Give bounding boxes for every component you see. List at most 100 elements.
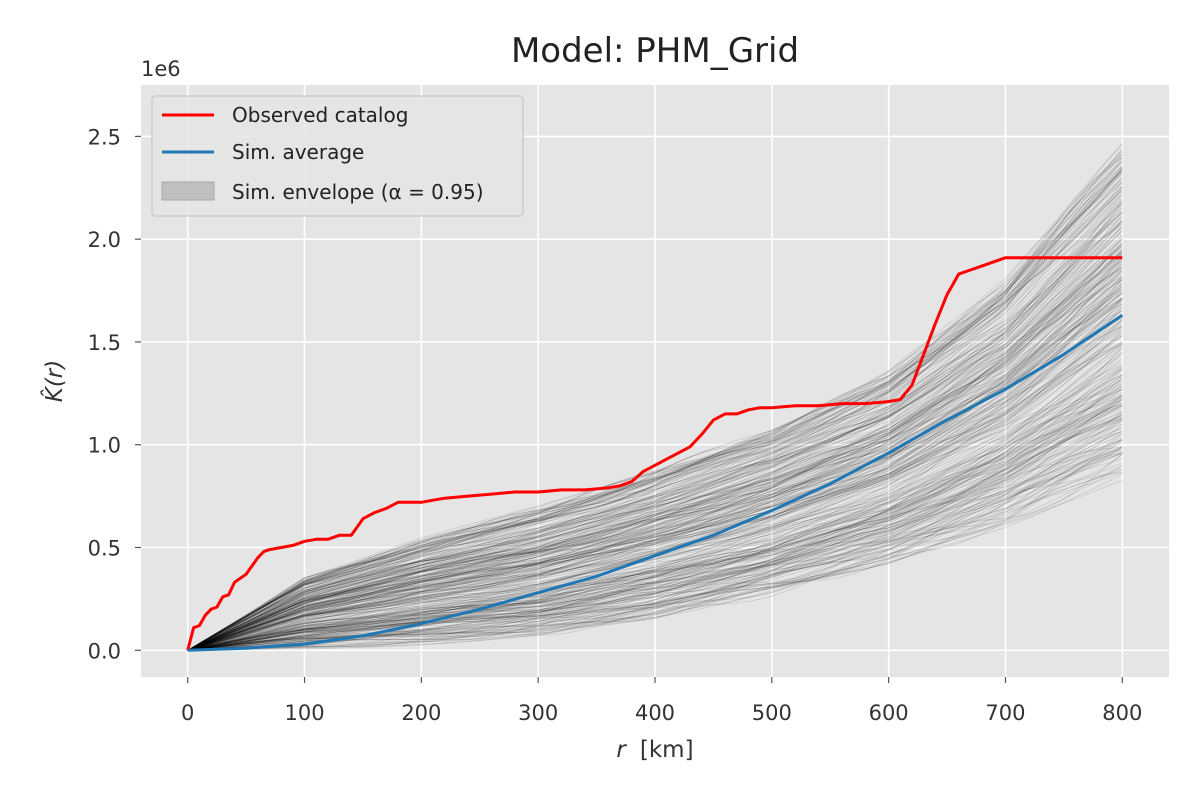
envelope-sim-line bbox=[187, 405, 1123, 651]
envelope-sim-line bbox=[187, 313, 1123, 651]
envelope-sim-line bbox=[187, 242, 1123, 651]
x-tick-label: 600 bbox=[869, 701, 909, 725]
envelope-sim-line bbox=[187, 427, 1123, 651]
envelope-sim-line bbox=[187, 297, 1123, 651]
envelope-sim-line bbox=[187, 167, 1123, 651]
y-tick-label: 0.0 bbox=[88, 639, 121, 663]
envelope-sim-line bbox=[187, 462, 1123, 651]
envelope-sim-line bbox=[187, 187, 1123, 651]
envelope-sim-line bbox=[187, 201, 1123, 651]
envelope-sim-line bbox=[187, 424, 1123, 651]
envelope-sim-line bbox=[187, 169, 1123, 651]
envelope-sim-line bbox=[187, 290, 1123, 651]
envelope-sim-line bbox=[187, 201, 1123, 651]
envelope-sim-line bbox=[187, 448, 1123, 651]
envelope-sim-line bbox=[187, 186, 1123, 651]
envelope-sim-line bbox=[187, 374, 1123, 651]
envelope-sim-line bbox=[187, 346, 1123, 651]
envelope-sim-line bbox=[187, 319, 1123, 651]
envelope-sim-line bbox=[187, 176, 1123, 651]
envelope-sim-line bbox=[187, 297, 1123, 651]
y-axis-label: K̂(r) bbox=[41, 360, 68, 403]
envelope-sim-line bbox=[187, 403, 1123, 651]
envelope-sim-line bbox=[187, 211, 1123, 651]
envelope-sim-line bbox=[187, 275, 1123, 651]
envelope-sim-line bbox=[187, 157, 1123, 651]
envelope-sim-line bbox=[187, 221, 1123, 651]
envelope-sim-line bbox=[187, 143, 1123, 651]
y-tick-label: 2.5 bbox=[88, 125, 121, 149]
envelope-sim-line bbox=[187, 199, 1123, 651]
envelope-sim-line bbox=[187, 148, 1123, 651]
envelope-sim-line bbox=[187, 414, 1123, 651]
envelope-sim-line bbox=[187, 270, 1123, 651]
envelope-sim-line bbox=[187, 200, 1123, 651]
x-tick-label: 200 bbox=[401, 701, 441, 725]
envelope-sim-line bbox=[187, 243, 1123, 651]
envelope-sim-line bbox=[187, 282, 1123, 651]
envelope-sim-line bbox=[187, 430, 1123, 651]
envelope-sim-line bbox=[187, 395, 1123, 651]
y-tick-label: 0.5 bbox=[88, 537, 121, 561]
envelope-sim-line bbox=[187, 238, 1123, 651]
envelope-sim-line bbox=[187, 360, 1123, 651]
envelope-sim-line bbox=[187, 368, 1123, 651]
envelope-sim-line bbox=[187, 245, 1123, 651]
envelope-sim-line bbox=[187, 377, 1123, 651]
envelope-sim-line bbox=[187, 376, 1123, 651]
envelope-sim-line bbox=[187, 395, 1123, 651]
envelope-sim-line bbox=[187, 368, 1123, 651]
envelope-sim-line bbox=[187, 368, 1123, 651]
envelope-sim-line bbox=[187, 144, 1123, 651]
envelope-sim-line bbox=[187, 235, 1123, 651]
envelope-sim-line bbox=[187, 231, 1123, 651]
envelope-sim-line bbox=[187, 312, 1123, 651]
envelope-sim-line bbox=[187, 354, 1123, 651]
envelope-sim-line bbox=[187, 408, 1123, 651]
envelope-sim-line bbox=[187, 210, 1123, 651]
envelope-sim-line bbox=[187, 335, 1123, 651]
envelope-sim-line bbox=[187, 212, 1123, 651]
envelope-sim-line bbox=[187, 411, 1123, 651]
envelope-sim-line bbox=[187, 374, 1123, 651]
envelope-sim-line bbox=[187, 380, 1123, 651]
envelope-sim-line bbox=[187, 216, 1123, 651]
envelope-sim-line bbox=[187, 298, 1123, 651]
envelope-sim-line bbox=[187, 405, 1123, 651]
envelope-sim-line bbox=[187, 399, 1123, 651]
envelope-sim-line bbox=[187, 245, 1123, 651]
envelope-sim-line bbox=[187, 188, 1123, 651]
envelope-sim-line bbox=[187, 150, 1123, 651]
envelope-sim-line bbox=[187, 303, 1123, 651]
envelope-sim-line bbox=[187, 154, 1123, 651]
envelope-sim-line bbox=[187, 274, 1123, 651]
envelope-sim-line bbox=[187, 343, 1123, 651]
envelope-sim-line bbox=[187, 266, 1123, 651]
envelope-sim-line bbox=[187, 404, 1123, 651]
envelope-sim-line bbox=[187, 453, 1123, 651]
envelope-sim-line bbox=[187, 305, 1123, 651]
envelope-sim-line bbox=[187, 266, 1123, 651]
envelope-sim-line bbox=[187, 413, 1123, 651]
envelope-sim-line bbox=[187, 306, 1123, 651]
envelope-sim-line bbox=[187, 219, 1123, 651]
envelope-sim-line bbox=[187, 439, 1123, 651]
envelope-sim-line bbox=[187, 243, 1123, 651]
envelope-sim-line bbox=[187, 173, 1123, 651]
envelope-sim-line bbox=[187, 157, 1123, 651]
envelope-sim-line bbox=[187, 169, 1123, 651]
envelope-sim-line bbox=[187, 394, 1123, 651]
envelope-sim-line bbox=[187, 415, 1123, 651]
envelope-sim-line bbox=[187, 451, 1123, 651]
x-axis-unit: [km] bbox=[640, 737, 694, 763]
chart-title: Model: PHM_Grid bbox=[511, 31, 799, 71]
envelope-sim-line bbox=[187, 289, 1123, 651]
legend-label-observed: Observed catalog bbox=[232, 103, 408, 127]
envelope-sim-line bbox=[187, 179, 1123, 651]
envelope-sim-line bbox=[187, 297, 1123, 651]
envelope-sim-line bbox=[187, 427, 1123, 651]
envelope-sim-line bbox=[187, 275, 1123, 651]
envelope-sim-line bbox=[187, 252, 1123, 651]
envelope-sim-line bbox=[187, 329, 1123, 651]
envelope-sim-line bbox=[187, 309, 1123, 651]
